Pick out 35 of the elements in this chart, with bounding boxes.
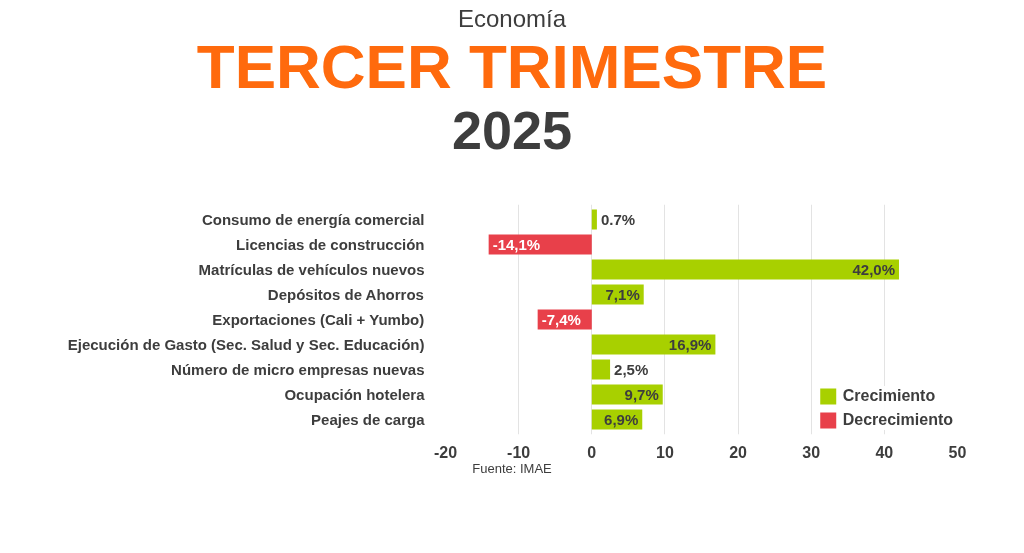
data-label: 2,5%: [614, 361, 649, 378]
y-tick-label: Ocupación hotelera: [284, 386, 426, 403]
y-tick-label: Matrículas de vehículos nuevos: [198, 261, 425, 278]
data-label: 6,9%: [604, 411, 639, 428]
y-tick-label: Número de micro empresas nuevas: [171, 361, 425, 378]
text: Economía: [456, 4, 568, 34]
data-label: 16,9%: [668, 336, 712, 353]
data-label: 42,0%: [852, 261, 895, 278]
y-tick-label: Depósitos de Ahorros: [267, 286, 424, 303]
bar: [591, 209, 597, 230]
x-tick-label: 20: [729, 443, 748, 461]
x-tick-label: -20: [433, 443, 458, 461]
legend-label: Crecimiento: [842, 387, 936, 405]
x-tick-label: 40: [875, 443, 894, 461]
data-label: 7,1%: [605, 286, 640, 303]
y-tick-label: Consumo de energía comercial: [201, 211, 425, 228]
bar: [591, 359, 611, 380]
data-label: 0.7%: [600, 211, 636, 228]
x-tick-label: -10: [507, 443, 531, 461]
legend-label: Decrecimiento: [842, 411, 953, 429]
data-label: -14,1%: [492, 236, 541, 253]
x-tick-label: 0: [587, 443, 597, 461]
y-tick-label: Peajes de carga: [311, 411, 426, 428]
y-tick-label: Ejecución de Gasto (Sec. Salud y Sec. Educación): [67, 336, 425, 353]
x-tick-label: 30: [802, 443, 821, 461]
chart-subtitle: 2025: [450, 100, 574, 160]
data-label: -7,4%: [541, 311, 581, 328]
data-label: 9,7%: [624, 386, 659, 403]
bar: [591, 259, 899, 280]
chart-title: TERCER TRIMESTRE: [195, 32, 829, 101]
y-tick-label: Licencias de construcción: [236, 236, 425, 253]
x-tick-label: 10: [656, 443, 674, 461]
y-tick-label: Exportaciones (Cali + Yumbo): [212, 311, 425, 328]
x-tick-label: 50: [948, 443, 967, 461]
source-note: Fuente: IMAE: [471, 460, 553, 478]
